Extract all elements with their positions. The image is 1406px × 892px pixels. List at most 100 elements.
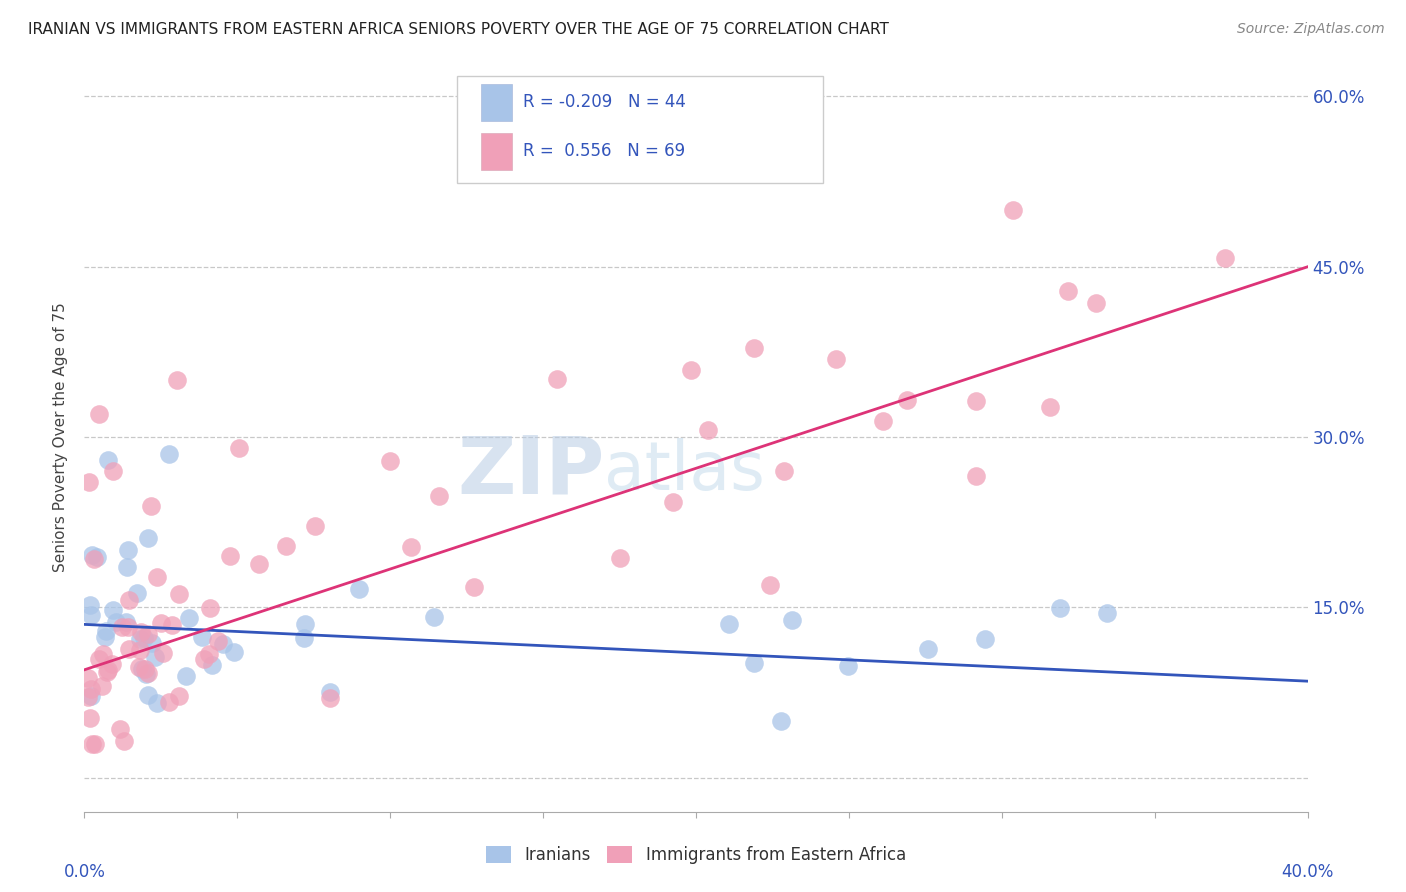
Point	[1084, 296, 1107, 310]
Point	[83, 737, 105, 751]
Text: IRANIAN VS IMMIGRANTS FROM EASTERN AFRICA SENIORS POVERTY OVER THE AGE OF 75 COR: IRANIAN VS IMMIGRANTS FROM EASTERN AFRIC…	[28, 22, 889, 37]
Point	[87, 408, 110, 422]
Point	[697, 423, 720, 437]
Point	[837, 659, 859, 673]
Point	[96, 665, 118, 679]
Point	[146, 697, 169, 711]
Point	[77, 690, 100, 704]
Point	[108, 722, 131, 736]
Point	[427, 490, 450, 504]
Point	[167, 689, 190, 703]
Point	[219, 549, 242, 564]
Point	[97, 663, 120, 677]
Point	[77, 672, 100, 686]
Point	[115, 615, 138, 629]
Point	[292, 631, 315, 645]
Point	[157, 695, 180, 709]
Point	[128, 632, 150, 647]
Point	[212, 637, 235, 651]
Point	[759, 578, 782, 592]
Point	[79, 598, 101, 612]
Point	[117, 620, 139, 634]
Point	[319, 685, 342, 699]
Point	[132, 632, 155, 646]
Point	[115, 559, 138, 574]
Point	[609, 550, 631, 565]
Point	[294, 617, 316, 632]
Point	[118, 593, 141, 607]
Text: Source: ZipAtlas.com: Source: ZipAtlas.com	[1237, 22, 1385, 37]
Point	[742, 656, 765, 670]
Point	[824, 352, 846, 367]
Point	[104, 615, 127, 629]
Point	[80, 690, 103, 704]
Point	[86, 550, 108, 565]
Point	[127, 586, 149, 600]
Point	[974, 632, 997, 646]
Point	[100, 657, 122, 671]
Point	[200, 600, 222, 615]
Point	[1213, 251, 1236, 265]
Point	[207, 634, 229, 648]
Point	[83, 552, 105, 566]
Point	[661, 495, 683, 509]
Point	[872, 414, 894, 428]
Text: ZIP: ZIP	[457, 432, 605, 510]
Point	[193, 652, 215, 666]
Point	[198, 647, 221, 661]
Point	[141, 635, 163, 649]
Point	[118, 641, 141, 656]
Point	[157, 447, 180, 461]
Point	[79, 711, 101, 725]
Point	[547, 372, 569, 386]
Point	[136, 666, 159, 681]
Point	[80, 737, 103, 751]
Point	[780, 614, 803, 628]
Point	[166, 373, 188, 387]
Point	[136, 688, 159, 702]
Point	[128, 659, 150, 673]
Text: R =  0.556   N = 69: R = 0.556 N = 69	[523, 142, 685, 160]
Point	[1095, 606, 1118, 620]
Point	[349, 582, 371, 597]
Point	[378, 454, 401, 468]
Point	[1049, 601, 1071, 615]
Point	[135, 667, 157, 681]
Point	[117, 543, 139, 558]
Point	[247, 557, 270, 571]
Point	[965, 468, 987, 483]
Text: 40.0%: 40.0%	[1281, 863, 1334, 880]
Point	[80, 548, 103, 562]
Point	[679, 363, 702, 377]
Point	[149, 615, 172, 630]
Point	[1039, 400, 1062, 414]
Point	[965, 394, 987, 409]
Point	[101, 603, 124, 617]
Point	[134, 662, 156, 676]
Point	[145, 570, 167, 584]
Y-axis label: Seniors Poverty Over the Age of 75: Seniors Poverty Over the Age of 75	[53, 302, 69, 572]
Point	[191, 630, 214, 644]
Point	[167, 587, 190, 601]
Point	[896, 393, 918, 408]
Point	[304, 519, 326, 533]
Point	[103, 464, 125, 478]
Point	[222, 645, 245, 659]
Point	[160, 617, 183, 632]
Point	[91, 647, 114, 661]
Point	[769, 714, 792, 728]
Point	[274, 540, 297, 554]
Point	[201, 658, 224, 673]
Legend: Iranians, Immigrants from Eastern Africa: Iranians, Immigrants from Eastern Africa	[479, 839, 912, 871]
Point	[717, 616, 740, 631]
Point	[744, 341, 766, 355]
Point	[96, 624, 118, 638]
Point	[1002, 202, 1025, 217]
Point	[87, 652, 110, 666]
Point	[111, 620, 134, 634]
Point	[131, 624, 153, 639]
Point	[143, 650, 166, 665]
Point	[177, 611, 200, 625]
Point	[1057, 284, 1080, 298]
Point	[136, 531, 159, 545]
